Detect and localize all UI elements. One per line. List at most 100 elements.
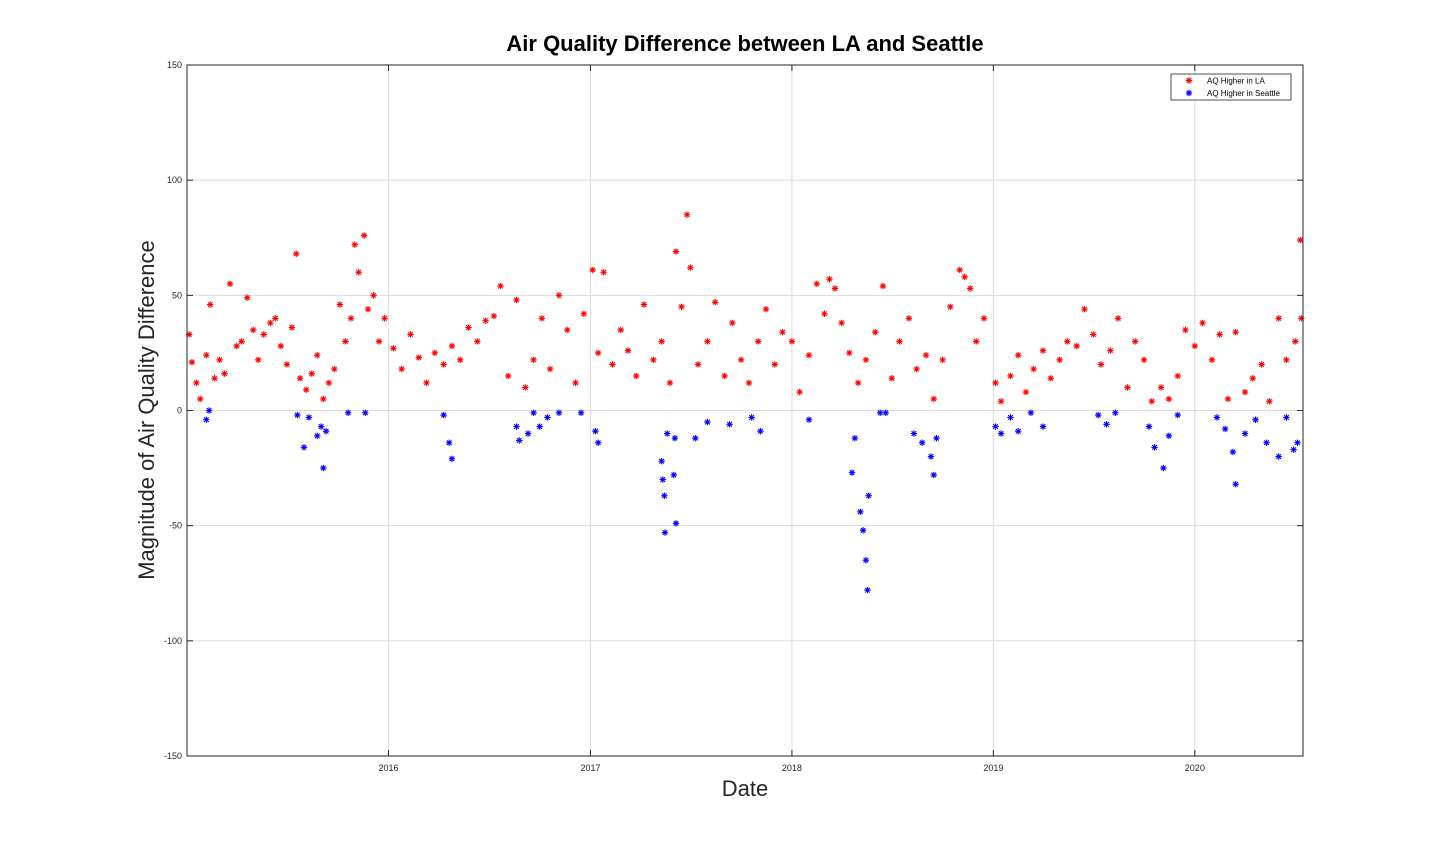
data-point-la bbox=[283, 361, 291, 368]
y-tick-label: -50 bbox=[169, 521, 182, 531]
data-point-seattle bbox=[530, 409, 537, 417]
data-point-seattle bbox=[594, 439, 602, 446]
data-point-seattle bbox=[448, 455, 456, 463]
data-point-la bbox=[683, 211, 691, 218]
data-point-la bbox=[296, 375, 304, 382]
data-point-la bbox=[854, 379, 862, 387]
data-point-la bbox=[1124, 384, 1131, 391]
data-point-seattle bbox=[864, 586, 871, 594]
data-point-la bbox=[277, 342, 285, 350]
data-point-seattle bbox=[1221, 425, 1229, 433]
data-point-seattle bbox=[992, 423, 999, 430]
data-point-seattle bbox=[670, 471, 678, 479]
data-point-seattle bbox=[1241, 430, 1249, 437]
data-point-la bbox=[1216, 331, 1223, 338]
data-point-seattle bbox=[524, 430, 532, 437]
data-point-seattle bbox=[658, 457, 665, 465]
data-point-la bbox=[956, 266, 963, 274]
data-point-la bbox=[947, 303, 954, 311]
data-point-la bbox=[1191, 342, 1199, 350]
data-point-seattle bbox=[320, 464, 327, 472]
data-point-seattle bbox=[1015, 428, 1022, 435]
data-point-la bbox=[530, 356, 537, 364]
legend: AQ Higher in LA AQ Higher in Seattle bbox=[1170, 73, 1292, 101]
data-point-seattle bbox=[1039, 423, 1047, 430]
data-points bbox=[186, 211, 1305, 594]
data-point-seattle bbox=[1283, 414, 1290, 421]
data-point-seattle bbox=[592, 428, 599, 435]
data-point-seattle bbox=[865, 492, 872, 499]
data-point-la bbox=[308, 370, 315, 377]
data-point-la bbox=[250, 326, 257, 334]
data-point-la bbox=[320, 395, 327, 403]
data-point-la bbox=[737, 356, 745, 364]
legend-label-la: AQ Higher in LA bbox=[1207, 77, 1265, 86]
data-point-la bbox=[687, 264, 694, 271]
data-point-la bbox=[288, 324, 296, 331]
data-point-la bbox=[1292, 338, 1299, 345]
data-point-seattle bbox=[704, 418, 711, 426]
data-point-la bbox=[796, 388, 803, 396]
data-point-la bbox=[1039, 347, 1047, 354]
data-point-la bbox=[879, 282, 887, 290]
x-tick-label: 2017 bbox=[580, 763, 600, 773]
data-point-la bbox=[1132, 338, 1139, 345]
data-point-la bbox=[572, 379, 579, 387]
y-axis-label: Magnitude of Air Quality Difference bbox=[134, 240, 159, 580]
data-point-la bbox=[1007, 372, 1014, 380]
y-tick-label: 150 bbox=[167, 60, 182, 70]
x-axis-ticks: 2016 2017 2018 2019 2020 bbox=[378, 65, 1205, 773]
data-point-la bbox=[1073, 342, 1080, 350]
data-point-seattle bbox=[997, 430, 1005, 437]
data-point-seattle bbox=[440, 411, 447, 419]
data-point-la bbox=[762, 305, 770, 313]
data-point-seattle bbox=[672, 520, 680, 527]
data-point-la bbox=[905, 315, 913, 322]
data-point-la bbox=[351, 241, 358, 248]
data-point-seattle bbox=[877, 409, 884, 417]
data-point-la bbox=[221, 370, 228, 377]
data-point-la bbox=[522, 384, 529, 391]
data-point-la bbox=[336, 301, 344, 308]
data-point-la bbox=[658, 338, 665, 345]
data-point-seattle bbox=[1213, 414, 1221, 421]
chart-title: Air Quality Difference between LA and Se… bbox=[506, 31, 983, 56]
data-point-la bbox=[364, 305, 372, 313]
data-point-la bbox=[193, 379, 200, 387]
x-axis-label: Date bbox=[722, 776, 768, 801]
data-point-la bbox=[922, 352, 930, 359]
data-point-la bbox=[1241, 388, 1249, 396]
data-point-la bbox=[325, 379, 333, 387]
data-point-seattle bbox=[544, 414, 551, 421]
data-point-seattle bbox=[1229, 448, 1237, 456]
data-point-la bbox=[203, 352, 210, 359]
data-point-la bbox=[930, 395, 937, 403]
data-point-la bbox=[513, 296, 520, 304]
data-point-la bbox=[711, 299, 719, 306]
data-point-seattle bbox=[536, 423, 543, 430]
data-point-seattle bbox=[661, 492, 668, 499]
data-point-la bbox=[594, 349, 602, 357]
data-point-la bbox=[1298, 315, 1305, 322]
data-point-la bbox=[1015, 352, 1022, 359]
data-point-la bbox=[624, 347, 632, 354]
legend-marker-seattle bbox=[1185, 89, 1193, 97]
data-point-la bbox=[1022, 388, 1030, 396]
data-point-seattle bbox=[314, 432, 321, 440]
x-tick-label: 2019 bbox=[983, 763, 1003, 773]
data-point-seattle bbox=[918, 439, 926, 446]
data-point-la bbox=[1275, 315, 1282, 322]
data-point-la bbox=[188, 358, 196, 366]
data-point-la bbox=[788, 338, 796, 345]
data-point-seattle bbox=[862, 557, 870, 564]
data-point-la bbox=[238, 338, 245, 345]
data-point-seattle bbox=[927, 453, 935, 460]
data-point-la bbox=[293, 250, 300, 258]
data-point-la bbox=[390, 345, 397, 352]
data-point-seattle bbox=[933, 434, 940, 442]
data-point-la bbox=[872, 328, 879, 336]
data-point-la bbox=[755, 338, 762, 345]
data-point-seattle bbox=[344, 409, 352, 417]
data-point-seattle bbox=[362, 409, 369, 417]
